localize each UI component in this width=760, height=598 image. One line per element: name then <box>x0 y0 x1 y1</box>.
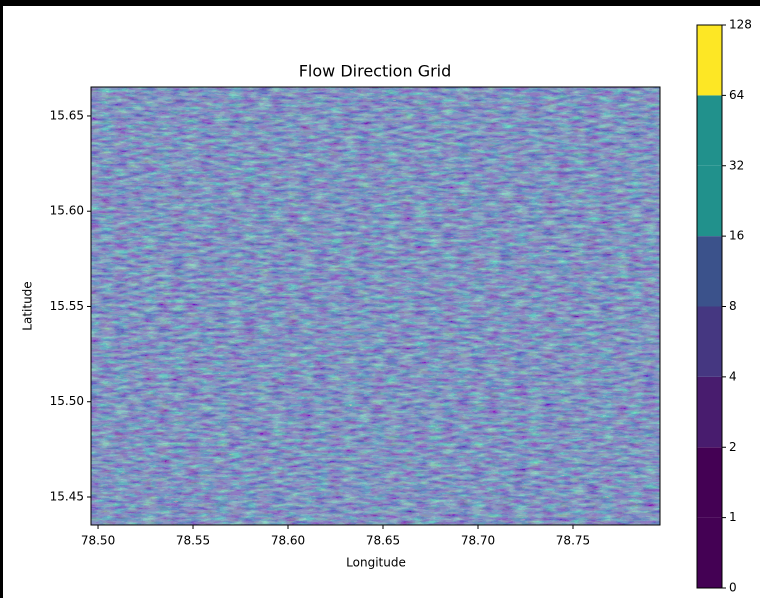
chart: Flow Direction Grid Longitude Latitude 7… <box>0 0 760 598</box>
x-tick-label: 78.60 <box>271 534 305 548</box>
colorbar-tick-label: 4 <box>729 369 737 383</box>
colorbar-segment <box>697 236 722 306</box>
colorbar-segment <box>697 95 722 165</box>
colorbar-tick-label: 32 <box>729 158 744 172</box>
colorbar-tick-label: 128 <box>729 18 752 32</box>
colorbar-tick-label: 2 <box>729 440 737 454</box>
colorbar-segment <box>697 25 722 95</box>
y-tick-label: 15.65 <box>50 108 84 122</box>
y-tick-label: 15.50 <box>50 394 84 408</box>
x-tick-label: 78.70 <box>461 534 495 548</box>
colorbar-tick-label: 64 <box>729 88 744 102</box>
x-tick-label: 78.65 <box>366 534 400 548</box>
y-tick-label: 15.55 <box>50 299 84 313</box>
y-tick-label: 15.45 <box>50 489 84 503</box>
heatmap-image <box>91 87 660 525</box>
colorbar-segment <box>697 307 722 377</box>
x-tick-label: 78.75 <box>556 534 590 548</box>
x-tick-label: 78.50 <box>81 534 115 548</box>
y-tick-label: 15.60 <box>50 204 84 218</box>
colorbar-tick-label: 8 <box>729 299 737 313</box>
colorbar-segment <box>697 447 722 517</box>
chart-title: Flow Direction Grid <box>299 62 452 81</box>
colorbar-segment <box>697 518 722 588</box>
y-axis-label: Latitude <box>21 281 35 330</box>
colorbar-segment <box>697 166 722 236</box>
colorbar-segment <box>697 377 722 447</box>
x-tick-label: 78.55 <box>176 534 210 548</box>
colorbar-tick-label: 16 <box>729 229 744 243</box>
x-axis-label: Longitude <box>346 556 406 570</box>
colorbar-tick-label: 1 <box>729 510 737 524</box>
colorbar-tick-label: 0 <box>729 581 737 595</box>
